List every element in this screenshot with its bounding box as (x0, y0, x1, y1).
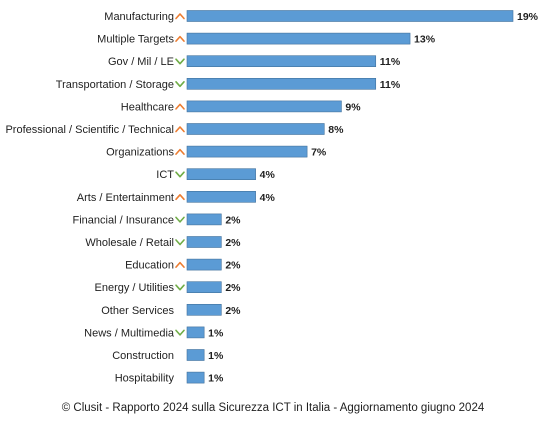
value-label: 19% (517, 11, 539, 23)
bar (186, 236, 222, 248)
value-label: 13% (414, 34, 436, 46)
trend-up-icon (175, 126, 185, 133)
bar (186, 123, 325, 135)
bar (186, 191, 256, 203)
category-label: Wholesale / Retail (85, 237, 174, 249)
bar (186, 281, 222, 294)
trend-up-icon (175, 13, 185, 20)
bar (186, 32, 411, 45)
category-label: Financial / Insurance (73, 214, 175, 226)
trend-down-icon (175, 58, 185, 65)
value-label: 2% (225, 282, 241, 294)
trend-down-icon (175, 239, 185, 246)
bar (186, 258, 222, 271)
category-label: Hospitability (115, 373, 175, 385)
category-label: Manufacturing (104, 11, 174, 23)
trend-down-icon (175, 81, 185, 88)
value-label: 1% (208, 373, 224, 385)
bar (186, 55, 377, 68)
trend-up-icon (175, 103, 185, 110)
trend-down-icon (175, 329, 185, 336)
trend-down-icon (175, 284, 185, 291)
category-label: Gov / Mil / LE (108, 56, 174, 68)
bar (186, 145, 308, 158)
category-label: Other Services (101, 305, 174, 317)
value-label: 11% (380, 79, 401, 91)
value-label: 1% (208, 350, 224, 362)
value-label: 11% (380, 56, 401, 68)
bar (186, 349, 205, 361)
bar (186, 213, 222, 226)
category-label: Organizations (106, 147, 174, 159)
category-label: Construction (112, 350, 174, 362)
category-label: Multiple Targets (97, 34, 174, 46)
trend-up-icon (175, 261, 185, 268)
value-label: 9% (345, 101, 361, 113)
category-label: Healthcare (121, 101, 174, 113)
bar (186, 78, 377, 90)
bar (186, 100, 342, 113)
category-label: Energy / Utilities (95, 282, 175, 294)
value-label: 4% (260, 169, 276, 181)
trend-down-icon (175, 171, 185, 178)
value-label: 8% (328, 124, 344, 136)
category-label: Arts / Entertainment (77, 192, 174, 204)
trend-up-icon (175, 148, 185, 155)
value-label: 7% (311, 147, 327, 159)
category-label: Professional / Scientific / Technical (5, 124, 174, 136)
bar (186, 168, 256, 180)
trend-up-icon (175, 194, 185, 201)
bar (186, 10, 514, 22)
chart-caption: © Clusit - Rapporto 2024 sulla Sicurezza… (61, 402, 485, 414)
trend-down-icon (175, 216, 185, 223)
bar (186, 371, 205, 384)
bar (186, 326, 205, 339)
category-label: Education (125, 260, 174, 272)
value-label: 2% (225, 260, 241, 272)
value-label: 2% (225, 305, 241, 317)
bar-chart: Manufacturing 19% Multiple Targets 13% Gov /… (5, 10, 539, 385)
value-label: 2% (225, 214, 241, 226)
bar (186, 303, 222, 316)
category-label: ICT (156, 169, 174, 181)
value-label: 4% (260, 192, 276, 204)
value-label: 1% (208, 327, 224, 339)
category-label: Transportation / Storage (56, 79, 174, 91)
trend-up-icon (175, 35, 185, 42)
category-label: News / Multimedia (84, 327, 175, 339)
value-label: 2% (225, 237, 241, 249)
